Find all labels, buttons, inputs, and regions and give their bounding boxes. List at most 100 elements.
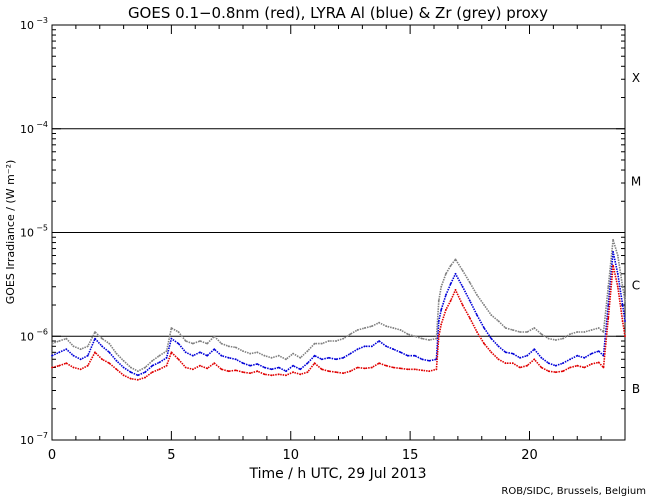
data-point: [616, 285, 619, 288]
data-point: [349, 333, 352, 335]
data-point: [356, 329, 359, 331]
data-point: [277, 366, 280, 369]
data-point: [526, 331, 528, 333]
data-point: [101, 345, 103, 348]
data-point: [342, 337, 345, 340]
data-point: [526, 364, 528, 367]
data-point: [624, 335, 626, 338]
data-point: [445, 308, 447, 311]
data-point: [249, 364, 252, 367]
data-point: [468, 299, 471, 302]
data-point: [616, 254, 619, 257]
data-point: [468, 317, 471, 319]
data-point: [562, 362, 564, 365]
series-layer: [51, 238, 626, 381]
data-point: [165, 356, 168, 359]
data-point: [454, 272, 457, 275]
data-point: [349, 352, 352, 355]
data-point: [576, 331, 579, 333]
data-point: [115, 352, 118, 355]
data-point: [65, 348, 68, 351]
data-point: [199, 340, 201, 342]
data-point: [371, 325, 373, 328]
data-point: [406, 354, 409, 357]
data-point: [449, 299, 452, 302]
flare-class-labels: B C M X: [631, 71, 641, 396]
data-point: [414, 335, 416, 338]
data-point: [306, 362, 309, 365]
data-point: [122, 366, 125, 369]
data-point: [199, 364, 201, 367]
data-point: [576, 354, 579, 357]
data-point: [533, 358, 536, 361]
data-point: [192, 354, 194, 357]
data-point: [554, 364, 557, 367]
data-point: [440, 285, 443, 288]
data-point: [583, 331, 586, 333]
data-point: [94, 331, 96, 333]
data-point: [213, 362, 216, 365]
flare-class-label: M: [631, 175, 641, 189]
data-point: [51, 342, 53, 345]
data-point: [356, 348, 359, 351]
data-point: [435, 337, 438, 340]
data-point: [72, 345, 75, 348]
data-point: [576, 364, 579, 367]
data-point: [242, 350, 244, 352]
data-point: [335, 340, 337, 342]
data-point: [256, 363, 259, 365]
data-point: [220, 354, 223, 357]
data-point: [270, 374, 273, 377]
y-tick-exponent: −7: [36, 431, 48, 440]
data-point: [151, 359, 154, 362]
series-line: [51, 264, 626, 381]
data-point: [137, 378, 139, 381]
data-point: [511, 352, 514, 355]
data-point: [177, 358, 180, 361]
data-point: [86, 345, 89, 348]
data-point: [612, 251, 614, 253]
data-point: [385, 325, 388, 328]
data-point: [220, 342, 223, 345]
data-point: [58, 340, 61, 342]
data-point: [292, 371, 294, 374]
data-point: [328, 356, 330, 359]
data-point: [371, 345, 373, 348]
data-point: [249, 372, 252, 375]
flare-threshold-lines: [52, 128, 625, 337]
data-point: [158, 361, 161, 364]
data-point: [378, 362, 380, 365]
x-tick-label: 20: [521, 448, 538, 463]
data-point: [621, 320, 624, 322]
data-point: [468, 281, 471, 284]
data-point: [144, 371, 147, 374]
data-point: [597, 327, 600, 329]
data-point: [292, 352, 294, 355]
data-point: [263, 366, 266, 369]
data-point: [335, 371, 337, 374]
data-point: [583, 366, 586, 369]
data-point: [242, 371, 244, 374]
data-point: [437, 335, 440, 338]
x-axis-ticks: 0 5 10 15 20: [48, 25, 626, 463]
data-point: [320, 342, 323, 345]
data-point: [624, 320, 626, 322]
data-point: [170, 327, 173, 329]
data-point: [170, 351, 173, 354]
data-point: [277, 373, 280, 376]
data-point: [590, 363, 593, 365]
data-point: [602, 331, 605, 333]
y-axis-label: GOES Irradiance / (W m⁻²): [4, 160, 17, 305]
data-point: [249, 352, 252, 355]
data-point: [476, 294, 478, 296]
data-point: [342, 372, 345, 375]
data-point: [115, 359, 118, 362]
data-point: [421, 337, 423, 340]
data-point: [554, 339, 557, 341]
data-point: [607, 317, 610, 319]
data-point: [363, 345, 366, 348]
data-point: [234, 369, 237, 372]
data-point: [151, 364, 154, 367]
data-point: [108, 362, 111, 365]
